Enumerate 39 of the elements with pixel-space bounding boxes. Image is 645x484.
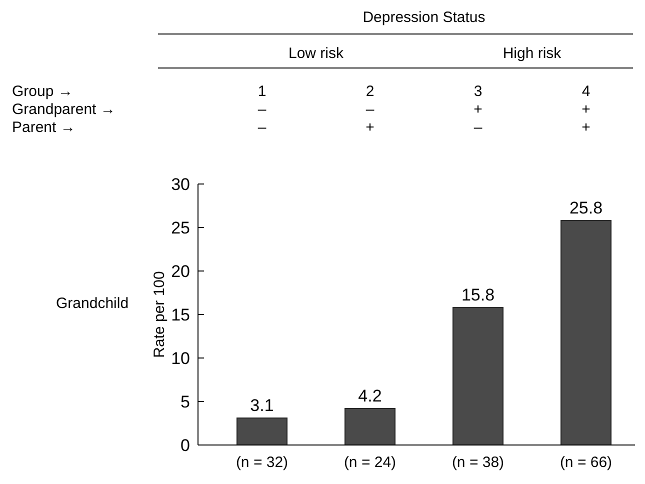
text: – [258, 101, 267, 118]
bar [560, 220, 612, 446]
text: + [582, 101, 591, 118]
y-tick-label: 0 [180, 436, 190, 455]
text: + [582, 119, 591, 136]
x-tick-label: (n = 38) [452, 454, 504, 471]
data-label: 3.1 [250, 396, 274, 416]
text: + [366, 119, 375, 136]
y-tick-label: 5 [180, 392, 190, 412]
text: + [474, 101, 483, 118]
bar [344, 408, 396, 446]
data-label: 15.8 [461, 286, 495, 305]
y-tick-label: 30 [171, 175, 190, 194]
text: Grandparent → [12, 101, 116, 118]
data-label: 25.8 [569, 198, 603, 218]
y-tick-label: 15 [171, 306, 190, 324]
text: Low risk [288, 45, 344, 62]
text: 1 [258, 83, 266, 100]
text: Group → [12, 83, 73, 100]
y-tick-label: 25 [171, 218, 190, 238]
y-axis-title: Rate per 100 [151, 271, 168, 358]
text: 2 [366, 83, 374, 100]
bar [236, 418, 288, 446]
x-tick-label: (n = 32) [236, 454, 288, 471]
y-tick-label: 20 [171, 262, 190, 281]
text: – [366, 101, 375, 118]
y-tick-label: 10 [171, 349, 190, 368]
x-tick-label: (n = 66) [560, 454, 612, 471]
text: 4 [582, 83, 590, 100]
x-tick-label: (n = 24) [344, 454, 396, 471]
data-label: 4.2 [358, 386, 382, 406]
text: High risk [502, 45, 562, 62]
text: Parent → [12, 119, 76, 136]
text: – [474, 119, 483, 136]
text: 3 [474, 83, 482, 100]
text: Depression Status [362, 9, 486, 26]
text: – [258, 119, 267, 136]
bar [452, 307, 504, 446]
text: Grandchild [56, 295, 129, 312]
